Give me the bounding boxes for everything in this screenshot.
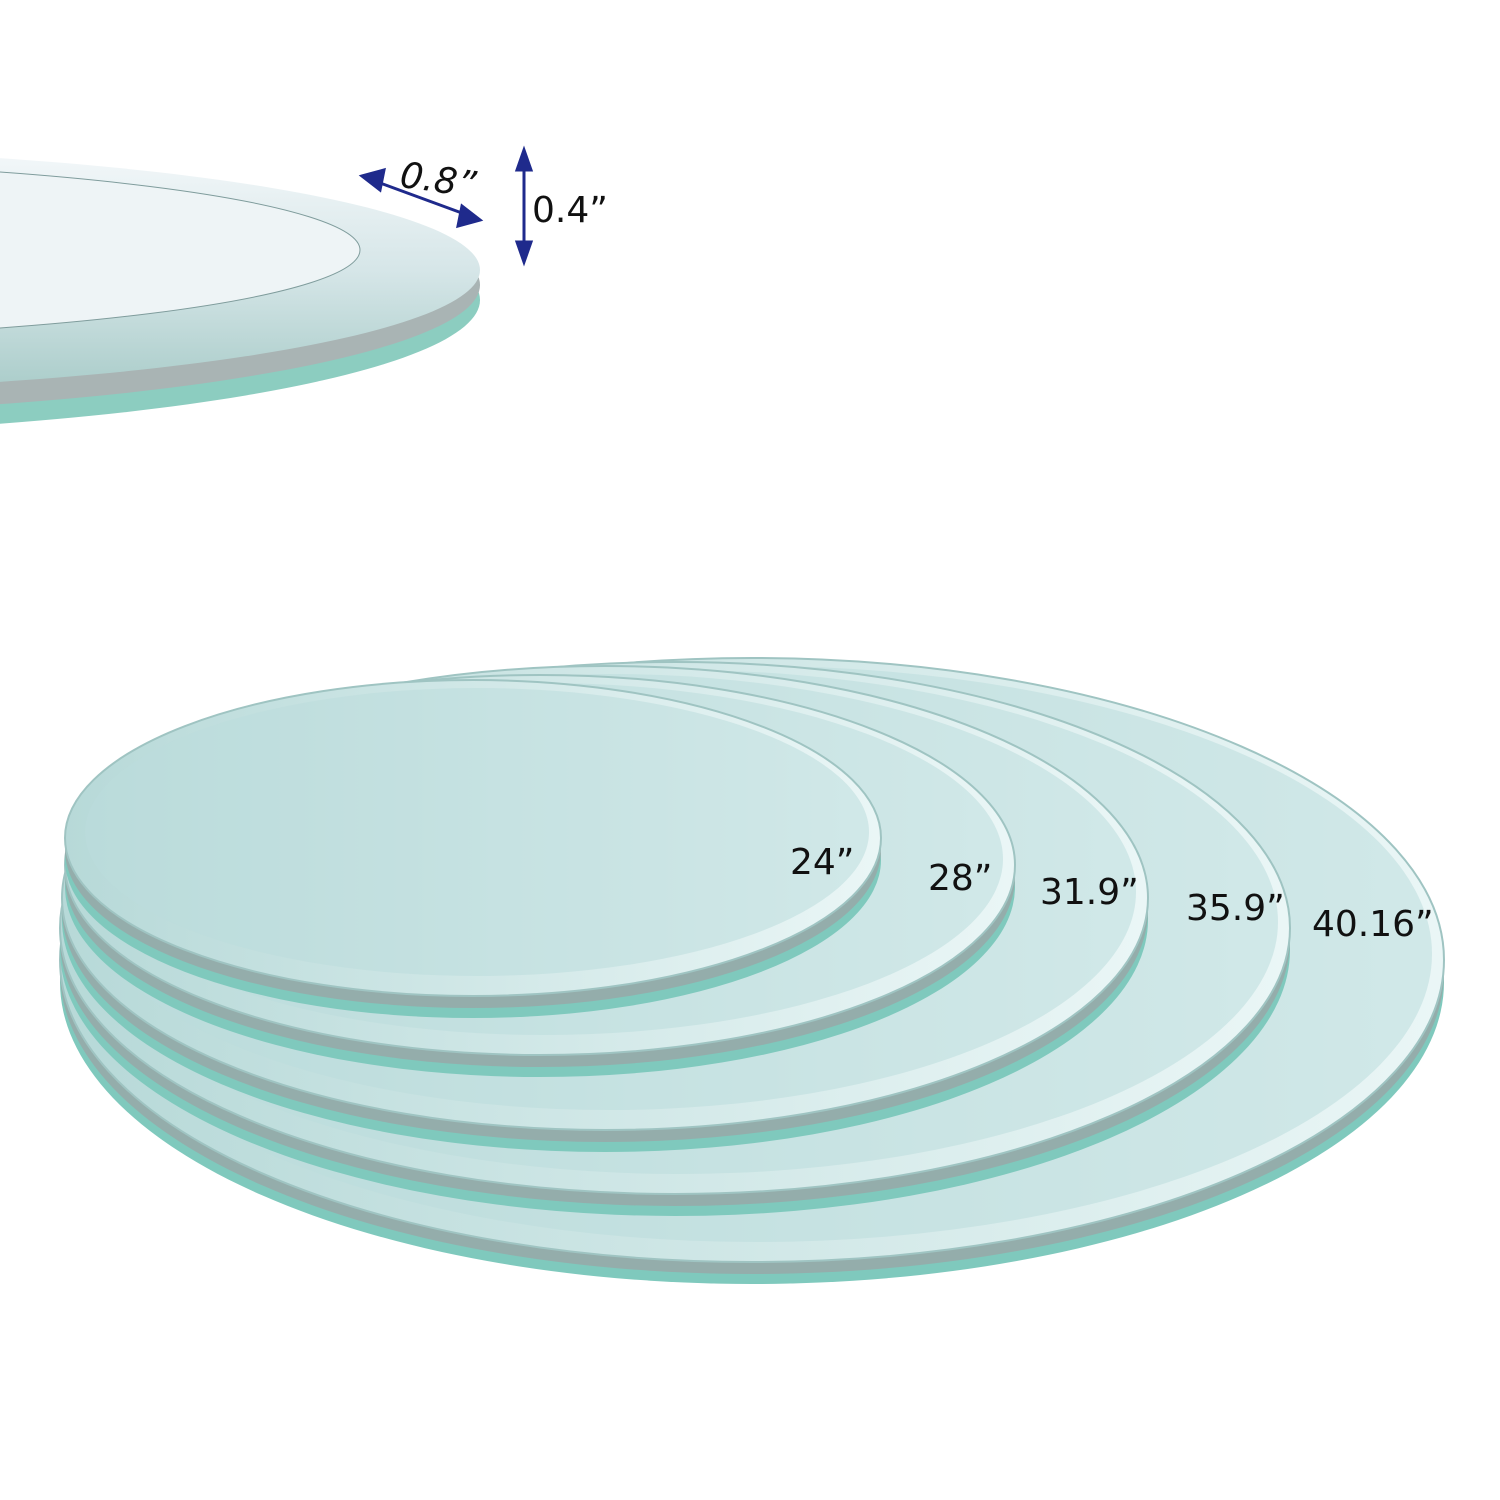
edge-closeup — [0, 158, 480, 424]
thickness-arrow — [514, 145, 534, 267]
bevel-width-arrow — [358, 167, 484, 229]
size-label-28: 28” — [928, 858, 993, 899]
thickness-label: 0.4” — [532, 190, 608, 231]
size-label-40-16: 40.16” — [1312, 904, 1434, 945]
size-label-31-9: 31.9” — [1040, 872, 1139, 913]
size-label-24: 24” — [790, 842, 855, 883]
size-label-35-9: 35.9” — [1186, 888, 1285, 929]
glass-disc-24 — [64, 679, 882, 1018]
